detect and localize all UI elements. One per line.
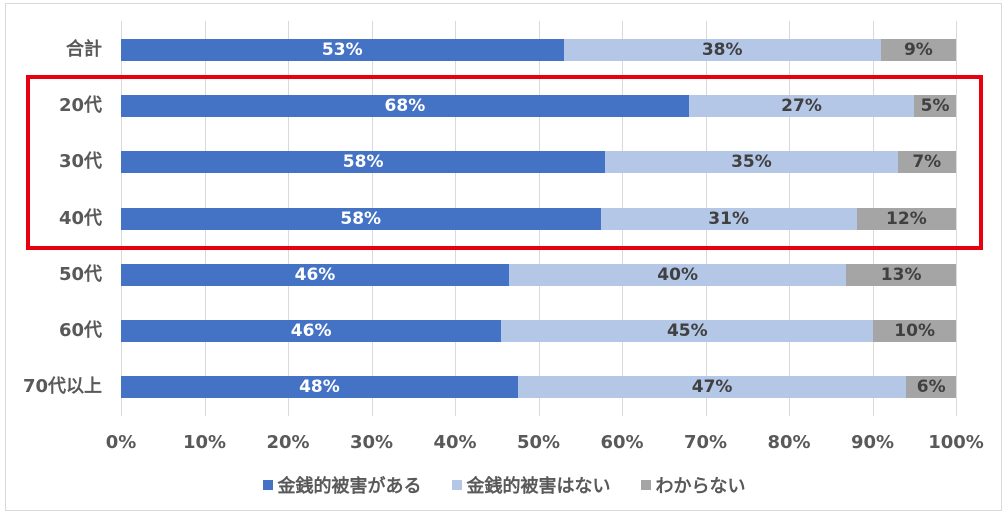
bar-row: 53% 38% 9% (121, 39, 956, 61)
data-label: 46% (290, 321, 332, 341)
data-label: 53% (321, 40, 363, 60)
x-tick-label: 40% (433, 432, 477, 453)
bar-segment[interactable]: 46% (121, 320, 502, 342)
category-label: 40代 (58, 207, 102, 229)
legend-label: 金銭的被害がある (277, 476, 422, 497)
data-label: 9% (903, 40, 933, 60)
data-label: 40% (657, 264, 698, 285)
data-label: 13% (880, 264, 922, 285)
bar-segment[interactable]: 31% (600, 207, 857, 230)
data-label: 47% (691, 377, 733, 398)
bar-segment[interactable]: 13% (846, 263, 956, 286)
bar-segment[interactable]: 46% (121, 263, 509, 286)
legend-swatch-icon (262, 480, 273, 490)
data-label: 27% (781, 96, 822, 117)
bar-segment[interactable]: 58% (121, 207, 601, 230)
legend-item-damaged[interactable]: 金銭的被害がある (262, 472, 422, 498)
data-label: 38% (701, 40, 743, 60)
x-tick-label: 90% (850, 432, 895, 453)
bar-segment[interactable]: 48% (121, 376, 518, 399)
bar-row: 46% 40% 13% (121, 263, 956, 286)
data-label: 45% (666, 321, 708, 341)
legend-item-unknown[interactable]: わからない (640, 472, 746, 498)
category-label: 合計 (66, 39, 102, 60)
data-label: 12% (886, 208, 927, 229)
legend-label: わからない (655, 476, 746, 497)
x-tick-label: 0% (105, 432, 137, 453)
bar-segment[interactable]: 40% (508, 263, 847, 286)
legend-swatch-icon (640, 480, 651, 490)
bar-segment[interactable]: 38% (563, 39, 881, 61)
data-label: 31% (708, 208, 749, 229)
x-tick-label: 20% (266, 432, 310, 453)
bar-segment[interactable]: 53% (121, 39, 564, 61)
bar-segment[interactable]: 9% (880, 39, 956, 61)
category-label: 60代 (58, 320, 102, 341)
data-label: 58% (342, 152, 384, 173)
data-label: 68% (384, 96, 426, 117)
legend-item-not-damaged[interactable]: 金銭的被害はない (451, 472, 611, 498)
x-tick-label: 30% (349, 432, 394, 453)
category-label: 30代 (58, 151, 102, 173)
bar-segment[interactable]: 12% (856, 207, 956, 230)
bar-row: 48% 47% 6% (121, 376, 956, 399)
data-label: 48% (299, 377, 340, 398)
bar-segment[interactable]: 27% (688, 95, 915, 118)
data-label: 6% (916, 377, 946, 398)
bar-segment[interactable]: 7% (897, 151, 956, 174)
bar-segment[interactable]: 45% (501, 320, 874, 342)
bar-row: 58% 35% 7% (121, 151, 956, 174)
category-label: 70代以上 (22, 376, 102, 398)
data-label: 58% (340, 208, 382, 229)
x-tick-label: 70% (683, 432, 728, 453)
highlight-box (26, 75, 983, 250)
bar-segment[interactable]: 68% (121, 95, 689, 118)
legend: 金銭的被害がある 金銭的被害はない わからない (0, 472, 1008, 498)
chart-frame (5, 3, 1002, 511)
legend-label: 金銭的被害はない (466, 476, 611, 497)
data-label: 35% (731, 152, 772, 173)
legend-swatch-icon (451, 480, 462, 490)
data-label: 10% (894, 321, 935, 341)
bar-segment[interactable]: 5% (914, 95, 956, 118)
data-label: 46% (294, 264, 336, 285)
data-label: 5% (920, 96, 950, 117)
x-tick-label: 100% (928, 432, 984, 453)
bar-segment[interactable]: 47% (517, 376, 907, 399)
bar-row: 68% 27% 5% (121, 95, 956, 118)
bar-segment[interactable]: 35% (605, 151, 898, 174)
data-label: 7% (912, 152, 942, 173)
x-tick-label: 80% (767, 432, 811, 453)
x-tick-label: 10% (182, 432, 227, 453)
category-label: 50代 (58, 263, 102, 285)
category-label: 20代 (58, 95, 102, 117)
bar-row: 46% 45% 10% (121, 320, 956, 342)
bar-segment[interactable]: 6% (906, 376, 956, 399)
bar-segment[interactable]: 58% (121, 151, 606, 174)
bar-segment[interactable]: 10% (873, 320, 956, 342)
gridline (956, 21, 957, 416)
bar-row: 58% 31% 12% (121, 207, 956, 230)
x-tick-label: 50% (516, 432, 561, 453)
x-tick-label: 60% (600, 432, 644, 453)
